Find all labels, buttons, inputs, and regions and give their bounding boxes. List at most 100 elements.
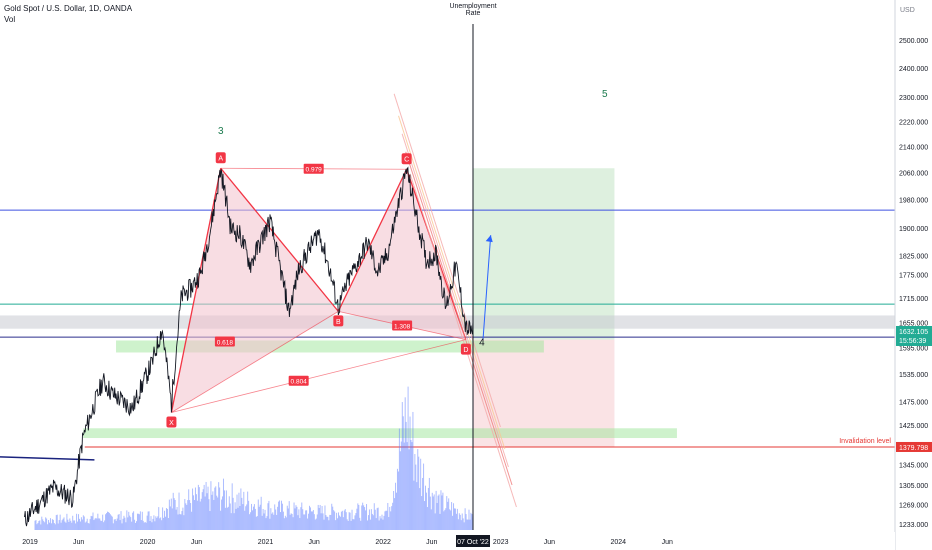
volume-bar xyxy=(240,488,242,530)
pattern-leg[interactable] xyxy=(220,167,339,312)
volume-bar xyxy=(198,487,200,530)
volume-bar xyxy=(246,504,248,530)
volume-bar xyxy=(457,519,459,530)
volume-bar xyxy=(222,478,224,530)
pattern-leg[interactable] xyxy=(170,168,222,413)
volume-bar xyxy=(423,463,425,530)
volume-bar xyxy=(376,508,378,530)
ratio-badge[interactable] xyxy=(214,336,235,347)
profit-zone[interactable] xyxy=(473,168,615,340)
pattern-ratio-line[interactable] xyxy=(171,311,339,413)
ratio-badge[interactable] xyxy=(392,320,413,331)
green-zone-lower[interactable] xyxy=(83,428,677,439)
volume-bar xyxy=(394,498,396,530)
volume-bar xyxy=(88,523,90,530)
volume-bar xyxy=(428,477,430,530)
volume-bar xyxy=(220,510,222,530)
volume-bar xyxy=(379,516,381,530)
volume-bar xyxy=(39,520,41,530)
point-badge[interactable] xyxy=(215,152,226,164)
volume-bar xyxy=(336,512,338,530)
volume-bar xyxy=(192,488,194,530)
volume-bar xyxy=(360,520,362,530)
volume-bar xyxy=(164,510,166,530)
pattern-ratio-line[interactable] xyxy=(171,339,467,413)
pattern-leg[interactable] xyxy=(337,168,408,312)
channel-line[interactable] xyxy=(401,133,509,468)
volume-bar xyxy=(160,517,162,530)
point-badge[interactable] xyxy=(460,343,471,355)
volume-bar xyxy=(138,514,140,530)
volume-bar xyxy=(303,514,305,530)
volume-bar xyxy=(84,522,86,530)
volume-bar xyxy=(289,514,291,530)
volume-bar xyxy=(419,488,421,530)
x-tick-label: Jun xyxy=(73,539,84,546)
channel-line[interactable] xyxy=(393,93,501,428)
volume-bar xyxy=(438,494,440,530)
volume-bar xyxy=(71,522,73,530)
volume-bar xyxy=(100,520,102,530)
volume-bar xyxy=(129,515,131,530)
volume-bar xyxy=(115,520,117,530)
current-price-tag[interactable] xyxy=(896,325,932,346)
green-zone-upper[interactable] xyxy=(116,340,544,353)
invalidation-label: Invalidation level xyxy=(839,438,891,445)
volume-bar xyxy=(243,491,245,530)
y-tick-label: 2500.000 xyxy=(899,38,928,45)
volume-bar xyxy=(106,513,108,530)
volume-bar xyxy=(415,464,417,530)
price-axis[interactable] xyxy=(895,0,932,550)
volume-bar xyxy=(171,508,173,530)
volume-bar xyxy=(161,520,163,530)
volume-bar xyxy=(368,509,370,530)
volume-bar xyxy=(453,508,455,530)
volume-bar xyxy=(453,503,455,530)
volume-bar xyxy=(264,509,266,530)
volume-bar xyxy=(111,516,113,530)
y-tick-label: 2060.000 xyxy=(899,171,928,178)
point-label: B xyxy=(336,319,341,326)
volume-bar xyxy=(458,513,460,530)
volume-bar xyxy=(90,515,92,530)
channel-line[interactable] xyxy=(405,151,513,486)
volume-bar xyxy=(293,502,295,530)
volume-bar xyxy=(116,518,118,530)
point-badge[interactable] xyxy=(166,416,177,428)
volume-bar xyxy=(74,520,76,530)
volume-bar xyxy=(61,520,63,530)
volume-label: Vol xyxy=(4,15,16,24)
volume-bar xyxy=(41,516,43,530)
volume-bar xyxy=(348,512,350,530)
volume-bar xyxy=(172,492,174,530)
volume-bar xyxy=(395,482,397,530)
volume-bar xyxy=(204,496,206,530)
ratio-badge[interactable] xyxy=(303,163,324,174)
volume-bar xyxy=(421,496,423,530)
time-axis[interactable] xyxy=(0,532,895,550)
channel-line[interactable] xyxy=(398,115,506,450)
trend-line[interactable] xyxy=(0,456,95,461)
projection-arrow[interactable] xyxy=(482,235,492,340)
volume-bar xyxy=(97,513,99,530)
point-label: D xyxy=(463,347,468,354)
pattern-triangle-xab[interactable] xyxy=(171,168,339,413)
y-tick-label: 1269.000 xyxy=(899,502,928,509)
volume-bar xyxy=(245,506,247,530)
point-badge[interactable] xyxy=(333,315,344,327)
volume-bar xyxy=(180,514,182,530)
volume-bar xyxy=(377,507,379,530)
ratio-badge[interactable] xyxy=(288,375,309,386)
volume-bar xyxy=(405,421,407,530)
volume-bar xyxy=(471,514,473,530)
volume-bar xyxy=(189,500,191,530)
channel-line[interactable] xyxy=(409,173,517,508)
volume-bar xyxy=(168,499,170,530)
volume-bar xyxy=(290,513,292,530)
price-line[interactable] xyxy=(24,166,474,527)
point-badge[interactable] xyxy=(401,153,412,165)
volume-bar xyxy=(249,514,251,530)
symbol-title[interactable]: Gold Spot / U.S. Dollar, 1D, OANDA xyxy=(4,4,133,13)
pattern-triangle-bcd[interactable] xyxy=(338,169,466,340)
